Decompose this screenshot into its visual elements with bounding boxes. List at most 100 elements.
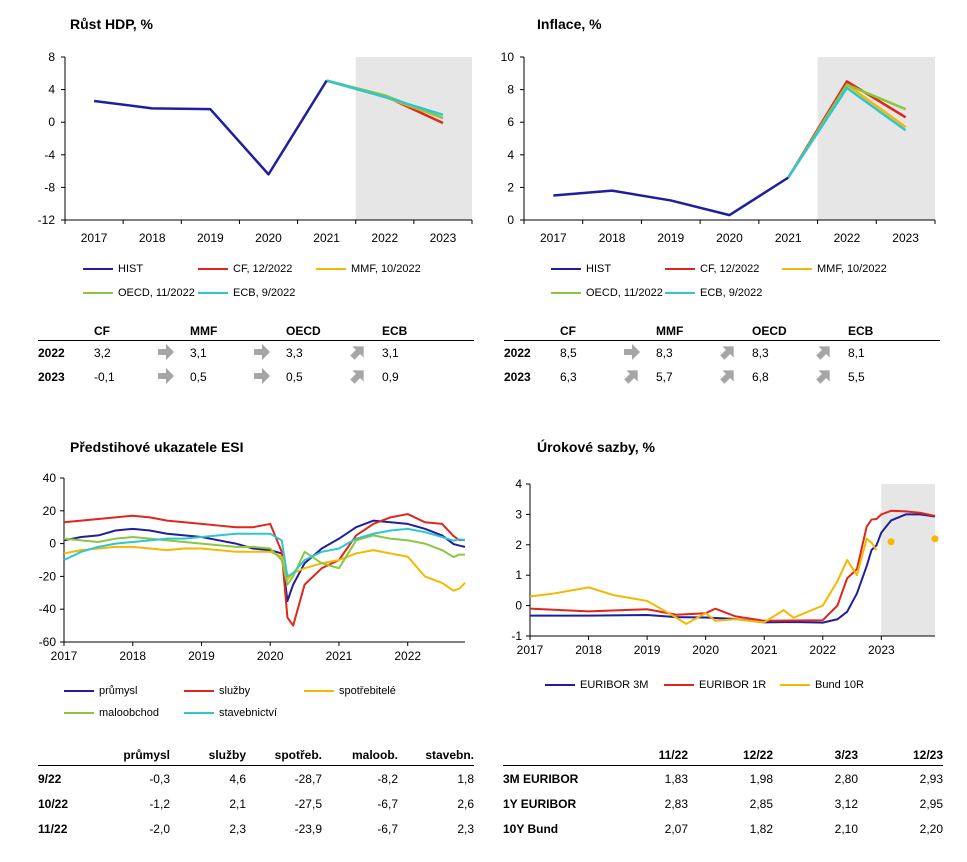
value-cf: 3,2 (94, 346, 111, 360)
x-tick-label: 2017 (517, 643, 544, 657)
legend-oecd: OECD, 11/2022 (551, 287, 663, 299)
x-tick-label: 2017 (51, 649, 78, 663)
x-tick-label: 2022 (371, 231, 398, 245)
legend-euribor1r-label: EURIBOR 1R (699, 679, 767, 691)
legend-sluzby-line (184, 690, 214, 692)
header-empty (38, 322, 94, 341)
arrow-up-right-icon (350, 369, 364, 384)
table-row: 2023 -0,1 0,5 0,5 0,9 (38, 365, 474, 389)
table-cell: 2,95 (919, 796, 943, 811)
legend-bund10r: Bund 10R (780, 679, 864, 691)
arrow-up-right-icon (800, 365, 848, 389)
y-tick-label: -4 (44, 148, 55, 162)
series-line-sluzby (63, 513, 466, 627)
table-row: 1Y EURIBOR 2,83 2,85 3,12 2,95 (503, 791, 943, 816)
x-tick-label: 2020 (255, 231, 282, 245)
table-cell: 4,6 (229, 771, 246, 786)
rates-title: Úrokové sazby, % (537, 439, 656, 455)
rates-table: 11/22 12/22 3/23 12/23 3M EURIBOR 1,83 1… (503, 745, 943, 841)
legend-oecd-label: OECD, 11/2022 (586, 287, 663, 299)
legend-euribor1r-line (664, 684, 694, 686)
inflation-title: Inflace, % (537, 16, 602, 32)
y-tick-label: 0 (48, 115, 55, 129)
legend-mmf-label: MMF, 10/2022 (817, 263, 887, 275)
arrow-right-icon (254, 367, 270, 384)
y-tick-label: 1 (515, 568, 522, 582)
legend-hist-label: HIST (586, 263, 612, 275)
series-line-maloobchod (63, 534, 465, 586)
legend-ecb-label: ECB, 9/2022 (233, 287, 296, 299)
legend-cf: CF, 12/2022 (665, 263, 759, 275)
table-row: 3M EURIBOR 1,83 1,98 2,80 2,93 (503, 766, 943, 792)
header-spacer (800, 322, 848, 341)
legend-euribor3m: EURIBOR 3M (545, 679, 648, 691)
header-mmf: MMF (656, 322, 704, 341)
legend-prumysl-label: průmysl (99, 685, 138, 697)
table-cell: -28,7 (294, 771, 322, 786)
arrow-up-right-icon (334, 341, 382, 366)
x-tick-label: 2022 (394, 649, 421, 663)
arrow-up-right-icon (608, 365, 656, 389)
series-line-bund-10r (529, 537, 878, 625)
table-cell: 2,93 (919, 771, 943, 786)
legend-mmf-label: MMF, 10/2022 (351, 263, 421, 275)
x-tick-label: 2019 (634, 643, 661, 657)
legend-cf-line (665, 268, 695, 270)
y-tick-label: 0 (507, 213, 514, 227)
arrow-up-right-icon (800, 341, 848, 366)
legend-mmf: MMF, 10/2022 (316, 263, 421, 275)
table-cell: 2,3 (229, 821, 246, 836)
header-cell: 11/22 (603, 745, 688, 766)
arrow-up-right-icon (720, 369, 734, 384)
value-ecb: 3,1 (382, 346, 399, 360)
table-row: 9/22 -0,3 4,6 -28,7 -8,2 1,8 (38, 766, 474, 792)
table-header-row: 11/22 12/22 3/23 12/23 (503, 745, 943, 766)
table-cell: 2,85 (749, 796, 773, 811)
header-ecb: ECB (848, 322, 940, 341)
header-cell: průmysl (94, 745, 170, 766)
y-tick-label: -40 (39, 602, 57, 616)
value-mmf: 8,3 (656, 346, 673, 360)
table-cell: 3,12 (834, 796, 858, 811)
value-ecb: 8,1 (848, 346, 865, 360)
legend-spotrebitele: spotřebitelé (304, 685, 396, 697)
table-cell: 2,6 (457, 796, 474, 811)
header-cell: 3/23 (773, 745, 858, 766)
header-cell: maloob. (322, 745, 398, 766)
row-label: 2022 (38, 346, 65, 360)
table-cell: 2,1 (229, 796, 246, 811)
x-tick-label: 2023 (892, 231, 919, 245)
legend-mmf-line (316, 268, 346, 270)
y-tick-label: 3 (515, 507, 522, 521)
x-tick-label: 2019 (657, 231, 684, 245)
legend-hist-label: HIST (118, 263, 144, 275)
legend-cf-line (198, 268, 228, 270)
legend-hist-line (83, 268, 113, 270)
arrow-right-icon (254, 343, 270, 360)
legend-euribor3m-label: EURIBOR 3M (580, 679, 649, 691)
legend-bund10r-line (780, 684, 810, 686)
gdp-chart: 8 4 0 -4 -8 -12 2017 2018 2019 2020 2021 2022 2023 (38, 50, 473, 245)
legend-oecd-line (551, 292, 581, 294)
x-tick-label: 2019 (188, 649, 215, 663)
y-tick-label: -8 (44, 180, 55, 194)
legend-maloobchod: maloobchod (64, 707, 159, 719)
data-point-bund-10r-forecast (887, 538, 895, 546)
legend-hist: HIST (551, 263, 611, 275)
row-label: 11/22 (38, 821, 68, 836)
gdp-forecast-table: CF MMF OECD ECB 2022 3,2 3,1 3,3 3,1 202… (38, 322, 474, 389)
y-tick-label: 2 (515, 538, 522, 552)
header-cell: stavebn. (398, 745, 474, 766)
header-spacer (704, 322, 752, 341)
x-tick-label: 2020 (716, 231, 743, 245)
header-cell: spotřeb. (246, 745, 322, 766)
x-tick-label: 2022 (809, 643, 836, 657)
arrow-up-right-icon (816, 369, 830, 384)
header-cf: CF (94, 322, 142, 341)
row-label: 1Y EURIBOR (503, 796, 577, 811)
legend-spotrebitele-label: spotřebitelé (339, 685, 396, 697)
legend-euribor3m-line (545, 684, 575, 686)
legend-cf-label: CF, 12/2022 (233, 263, 293, 275)
row-label: 9/22 (38, 771, 62, 786)
